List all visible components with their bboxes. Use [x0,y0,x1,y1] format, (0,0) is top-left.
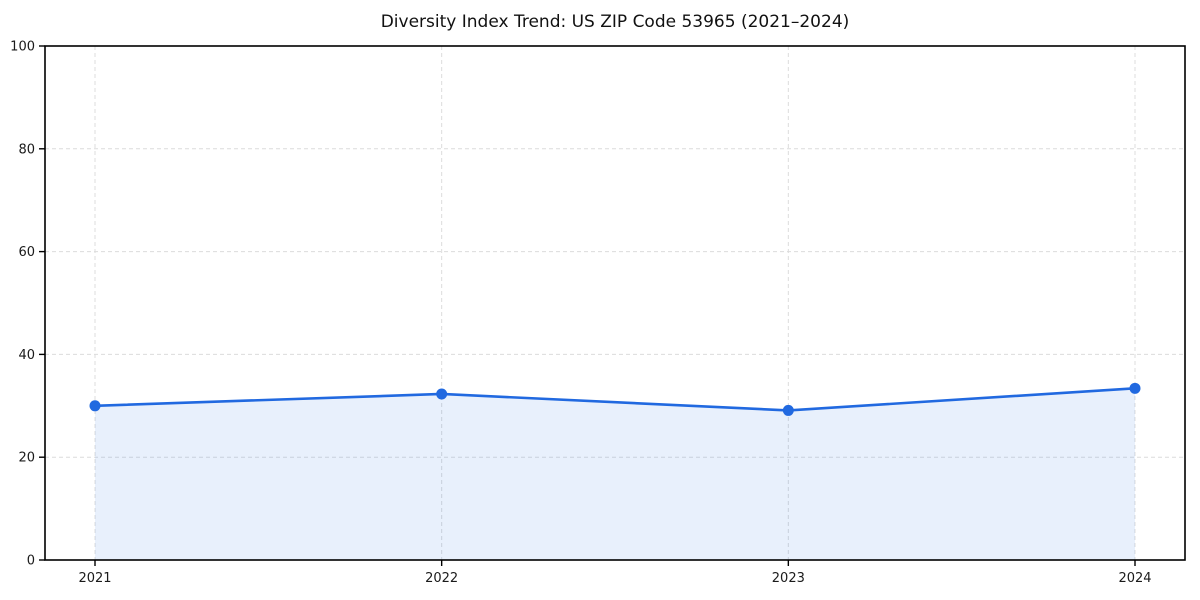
trend-line [94,387,1136,412]
data-point-2021 [89,400,101,412]
chart-title: Diversity Index Trend: US ZIP Code 53965… [380,12,850,32]
x-tick-label: 2022 [425,571,458,586]
area-fill [95,388,1135,560]
y-tick-label: 0 [27,554,35,569]
x-tick-label: 2021 [78,571,111,586]
y-tick-label: 40 [18,348,35,363]
y-tick-label: 60 [18,245,35,260]
y-tick-label: 20 [18,451,35,466]
plot-border [44,45,1186,561]
x-tick-label: 2023 [772,571,805,586]
y-tick-label: 80 [18,142,35,157]
data-point-2024 [1129,382,1141,394]
data-point-2023 [782,404,794,416]
data-point-2022 [436,388,448,400]
x-tick-label: 2024 [1118,571,1151,586]
y-tick-label: 100 [10,40,35,55]
